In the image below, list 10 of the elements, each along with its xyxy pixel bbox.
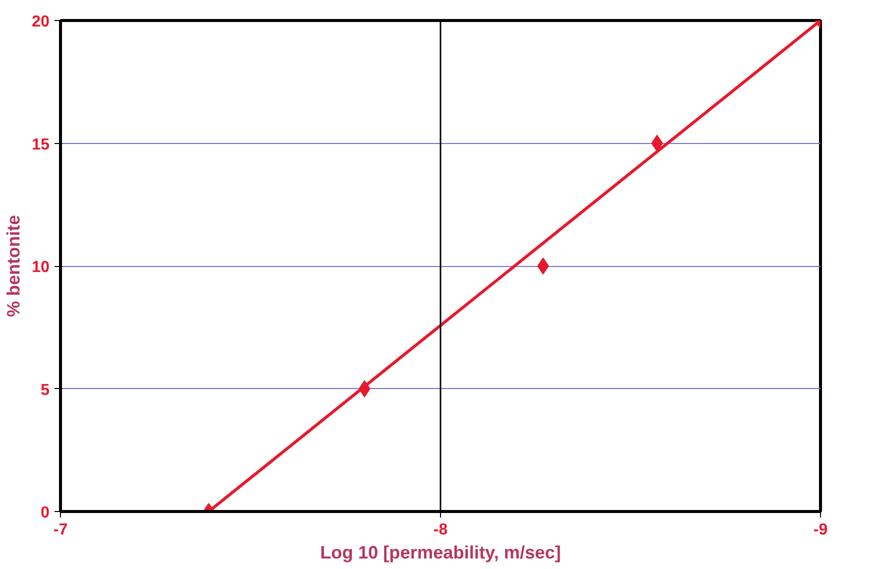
y-tick-label: 10 xyxy=(32,259,50,276)
x-tick-label: -7 xyxy=(53,522,68,538)
x-tick-label: -8 xyxy=(433,522,448,538)
y-tick-label: 15 xyxy=(32,136,50,154)
y-tick-label: 0 xyxy=(40,504,50,522)
y-tick-label: 20 xyxy=(32,14,50,30)
x-tick-label: -9 xyxy=(813,522,828,538)
y-axis-title: % bentonite xyxy=(4,215,24,317)
y-tick-label: 5 xyxy=(40,382,50,399)
x-axis-title: Log 10 [permeability, m/sec] xyxy=(320,542,561,562)
